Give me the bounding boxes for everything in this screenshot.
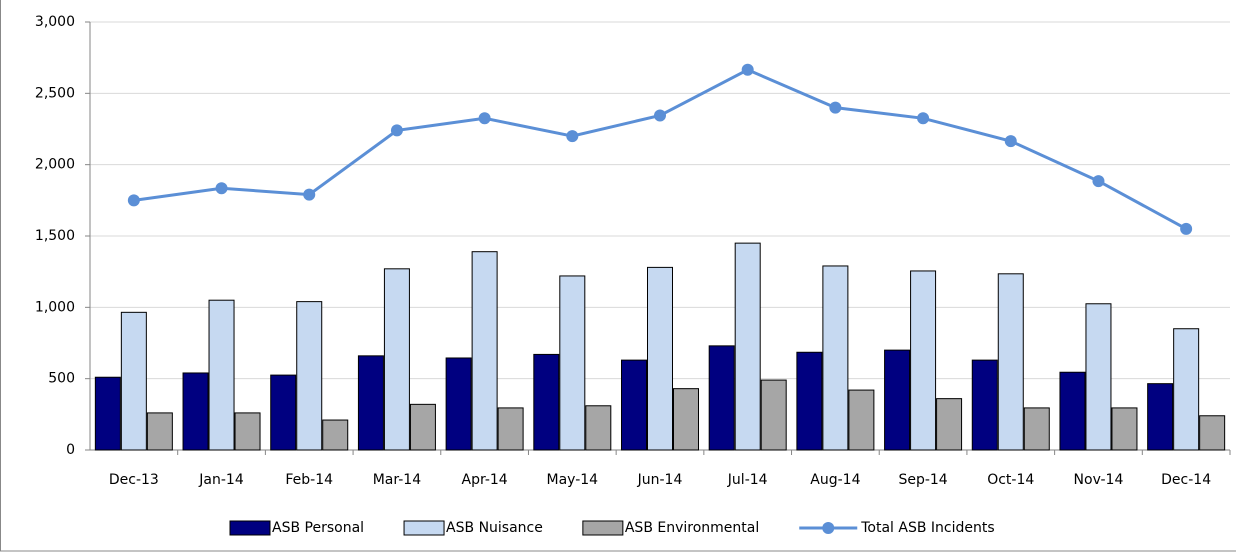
bar [884,349,911,451]
x-tick-label: Sep-14 [898,472,947,488]
legend-label: ASB Environmental [625,520,759,536]
bar [1059,371,1086,451]
x-tick-label: Jul-14 [727,472,768,488]
y-tick-label: 3,000 [35,14,75,30]
x-tick-label: Nov-14 [1074,472,1124,488]
legend-swatch [229,520,271,536]
bar [585,405,612,451]
y-tick-label: 1,000 [35,299,75,315]
line-marker [390,124,403,137]
line-marker [917,112,930,125]
bar [621,359,647,451]
bar [559,275,586,451]
bar [270,374,297,451]
bar [296,301,323,451]
bar [1023,407,1050,451]
bar [1199,415,1226,451]
bar [182,372,209,451]
legend-label: Total ASB Incidents [860,520,994,536]
bar [760,379,787,451]
bar [1173,328,1200,451]
bar [647,266,673,451]
bar [357,355,384,451]
x-tick-label: Dec-14 [1161,472,1211,488]
line-marker [127,194,140,207]
bar [848,389,875,451]
bar [997,273,1024,451]
y-tick-label: 2,500 [35,85,75,101]
bar [383,268,410,451]
bar [208,299,235,451]
x-tick-label: Mar-14 [373,472,421,488]
legend-label: ASB Nuisance [446,520,543,536]
line-marker [829,101,842,114]
bar [734,242,761,451]
line-marker [1004,135,1017,148]
bar [94,376,121,451]
bar [1085,303,1112,451]
legend-swatch [403,520,445,536]
line-marker [478,112,491,125]
line-marker [654,109,666,122]
line-marker [215,182,228,195]
x-tick-label: Dec-13 [109,472,159,488]
bar [1147,383,1174,451]
line-marker [741,63,754,76]
y-tick-label: 1,500 [35,228,75,244]
x-tick-label: Oct-14 [987,472,1034,488]
x-tick-label: Apr-14 [462,472,508,488]
legend-swatch [822,522,835,534]
bar [936,398,963,451]
x-tick-label: Jun-14 [637,472,683,488]
bar [708,345,735,451]
line-marker [303,188,316,201]
y-tick-label: 0 [66,442,75,458]
bar [497,407,524,451]
bar [796,351,823,451]
y-tick-label: 2,000 [35,157,75,173]
bar [322,419,349,451]
bar [120,311,147,451]
bar [146,412,173,451]
line-marker [1092,175,1105,188]
bar [471,251,498,451]
x-tick-label: Aug-14 [810,472,860,488]
line-marker [1180,222,1193,235]
bar [234,412,261,451]
bar [822,265,849,451]
x-tick-label: May-14 [547,472,599,488]
x-tick-label: Feb-14 [285,472,333,488]
legend-swatch [582,520,624,536]
x-tick-label: Jan-14 [198,472,244,488]
legend-label: ASB Personal [272,520,364,536]
line-marker [566,130,579,143]
bar [673,388,699,451]
y-tick-label: 500 [48,371,75,387]
bar [409,403,436,451]
bar [1111,407,1138,451]
bar [910,270,937,451]
bar [533,353,560,451]
bar [971,359,998,451]
bar [445,357,472,451]
